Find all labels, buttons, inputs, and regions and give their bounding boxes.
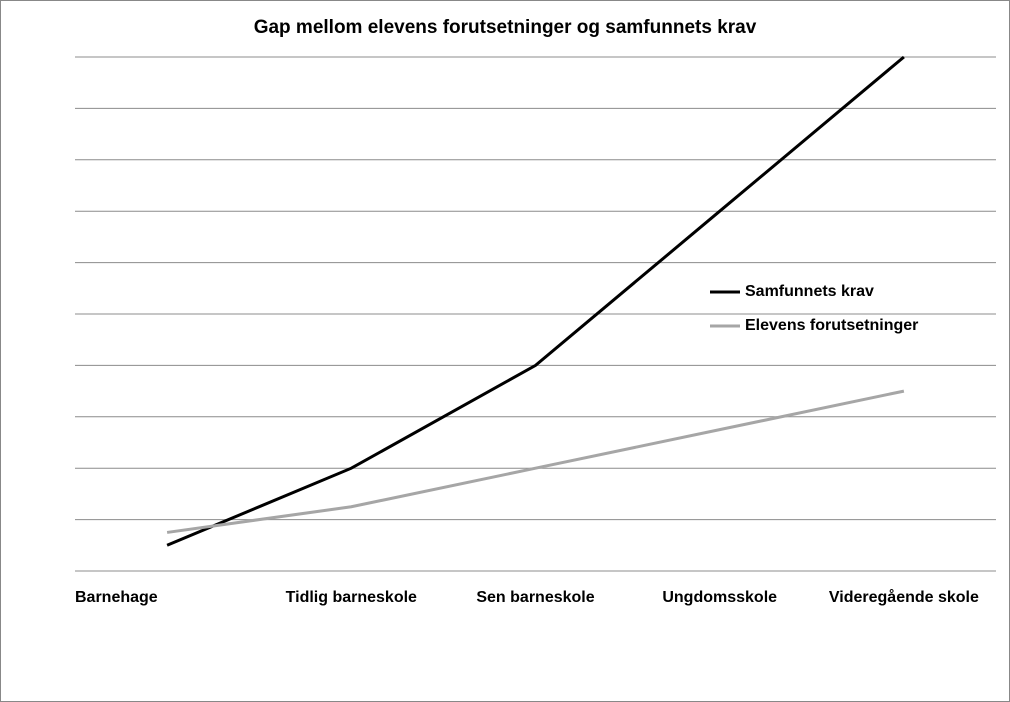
x-tick-label: Videregående skole: [829, 588, 979, 606]
x-tick-label: Sen barneskole: [476, 589, 594, 606]
x-tick-label: Ungdomsskole: [662, 589, 777, 606]
legend-label: Samfunnets krav: [745, 283, 874, 300]
chart-title: Gap mellom elevens forutsetninger og sam…: [254, 17, 757, 38]
x-tick-label: Barnehage: [75, 589, 158, 606]
x-tick-label: Tidlig barneskole: [286, 589, 417, 606]
series-line: [166, 55, 905, 547]
legend-label: Elevens forutsetninger: [745, 317, 918, 334]
series-line: [166, 389, 905, 534]
